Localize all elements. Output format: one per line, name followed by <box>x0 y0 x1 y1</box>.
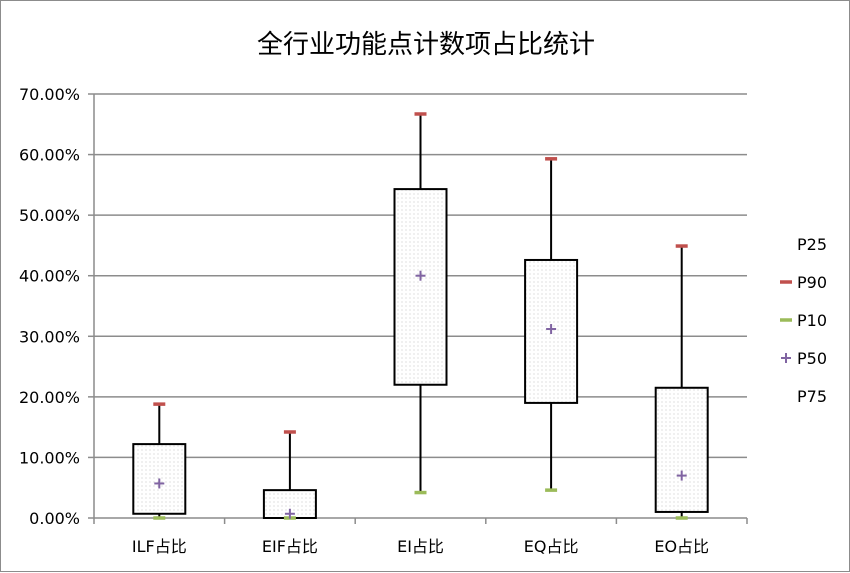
legend-swatch <box>781 353 791 363</box>
y-tick-label: 30.00% <box>19 327 80 346</box>
box-p25-p75 <box>393 188 448 386</box>
p50-marker <box>676 470 687 481</box>
y-tick-label: 60.00% <box>19 146 80 165</box>
p50-marker <box>546 324 557 335</box>
legend-item: P90 <box>780 273 827 292</box>
legend-label: P75 <box>797 387 827 406</box>
legend-label: P10 <box>797 311 827 330</box>
p50-marker <box>284 508 295 519</box>
y-tick-label: 10.00% <box>19 448 80 467</box>
x-tick-label: EQ占比 <box>524 537 579 556</box>
p50-marker <box>154 478 165 489</box>
legend: P25 P90 P10 P50 P75 <box>780 235 827 406</box>
legend-item: P50 <box>781 349 827 368</box>
y-tick-label: 0.00% <box>29 509 80 528</box>
legend-item: P25 <box>797 235 827 254</box>
legend-label: P90 <box>797 273 827 292</box>
legend-item: P75 <box>797 387 827 406</box>
legend-item: P10 <box>780 311 827 330</box>
box-p25-p75 <box>262 489 317 520</box>
chart-title: 全行业功能点计数项占比统计 <box>257 30 595 60</box>
legend-label: P25 <box>797 235 827 254</box>
x-tick-label: EIF占比 <box>262 537 318 556</box>
box-p25-p75 <box>654 386 709 513</box>
x-tick-label: EO占比 <box>654 537 709 556</box>
y-tick-label: 40.00% <box>19 267 80 286</box>
legend-label: P50 <box>797 349 827 368</box>
y-tick-label: 20.00% <box>19 388 80 407</box>
axes: 0.00% 10.00% 20.00% 30.00% 40.00% 50.00% 60.00… <box>19 85 748 556</box>
y-tick-label: 70.00% <box>19 85 80 104</box>
boxes <box>132 112 709 520</box>
p50-marker <box>415 270 426 281</box>
x-tick-label: ILF占比 <box>132 537 187 556</box>
y-tick-label: 50.00% <box>19 206 80 225</box>
x-tick-label: EI占比 <box>397 537 444 556</box>
